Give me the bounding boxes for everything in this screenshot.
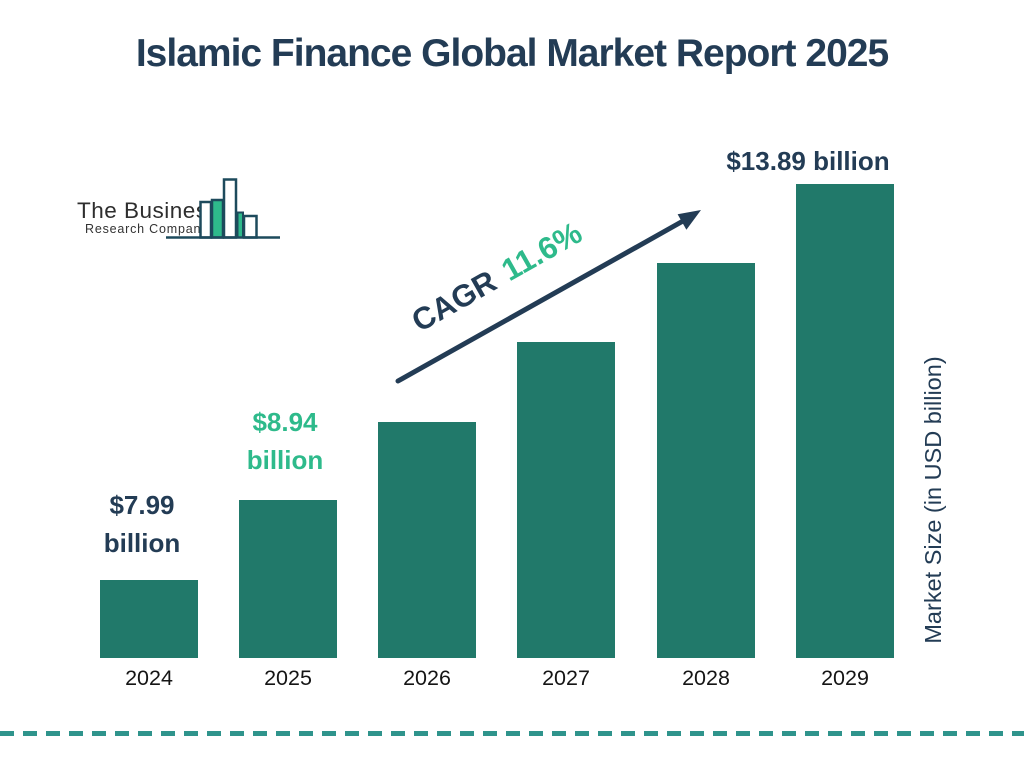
company-logo: The Business Research Company xyxy=(75,160,290,248)
bar-2029 xyxy=(796,184,894,658)
cagr-annotation: CAGR11.6% xyxy=(384,203,613,356)
x-axis-label-2024: 2024 xyxy=(125,666,173,690)
bar-2026 xyxy=(378,422,476,658)
value-label-2024: $7.99 billion xyxy=(62,486,222,562)
x-axis-label-2025: 2025 xyxy=(264,666,312,690)
bar-2028 xyxy=(657,263,755,658)
y-axis-label: Market Size (in USD billion) xyxy=(920,356,946,644)
x-axis-label-2027: 2027 xyxy=(542,666,590,690)
logo-company-subtitle: Research Company xyxy=(85,222,209,236)
bar-2024 xyxy=(100,580,198,658)
bottom-dashed-divider xyxy=(0,731,1024,736)
bar-2025 xyxy=(239,500,337,658)
value-label-2025-unit: billion xyxy=(246,445,324,475)
logo-company-name: The Business xyxy=(77,198,220,223)
value-label-2025-amount: $8.94 xyxy=(252,407,318,437)
value-label-2024-amount: $7.99 xyxy=(109,490,175,520)
value-label-2029: $13.89 billion xyxy=(726,146,890,176)
cagr-value: 11.6% xyxy=(495,214,588,288)
x-axis-label-2028: 2028 xyxy=(682,666,730,690)
x-axis-label-2026: 2026 xyxy=(403,666,451,690)
cagr-label: CAGR xyxy=(405,263,503,339)
bar-chart-logo-icon xyxy=(166,178,280,239)
page-title: Islamic Finance Global Market Report 202… xyxy=(135,32,889,75)
bar-2027 xyxy=(517,342,615,658)
value-label-2024-unit: billion xyxy=(103,528,181,558)
value-label-2025: $8.94 billion xyxy=(205,403,365,479)
x-axis-label-2029: 2029 xyxy=(821,666,869,690)
